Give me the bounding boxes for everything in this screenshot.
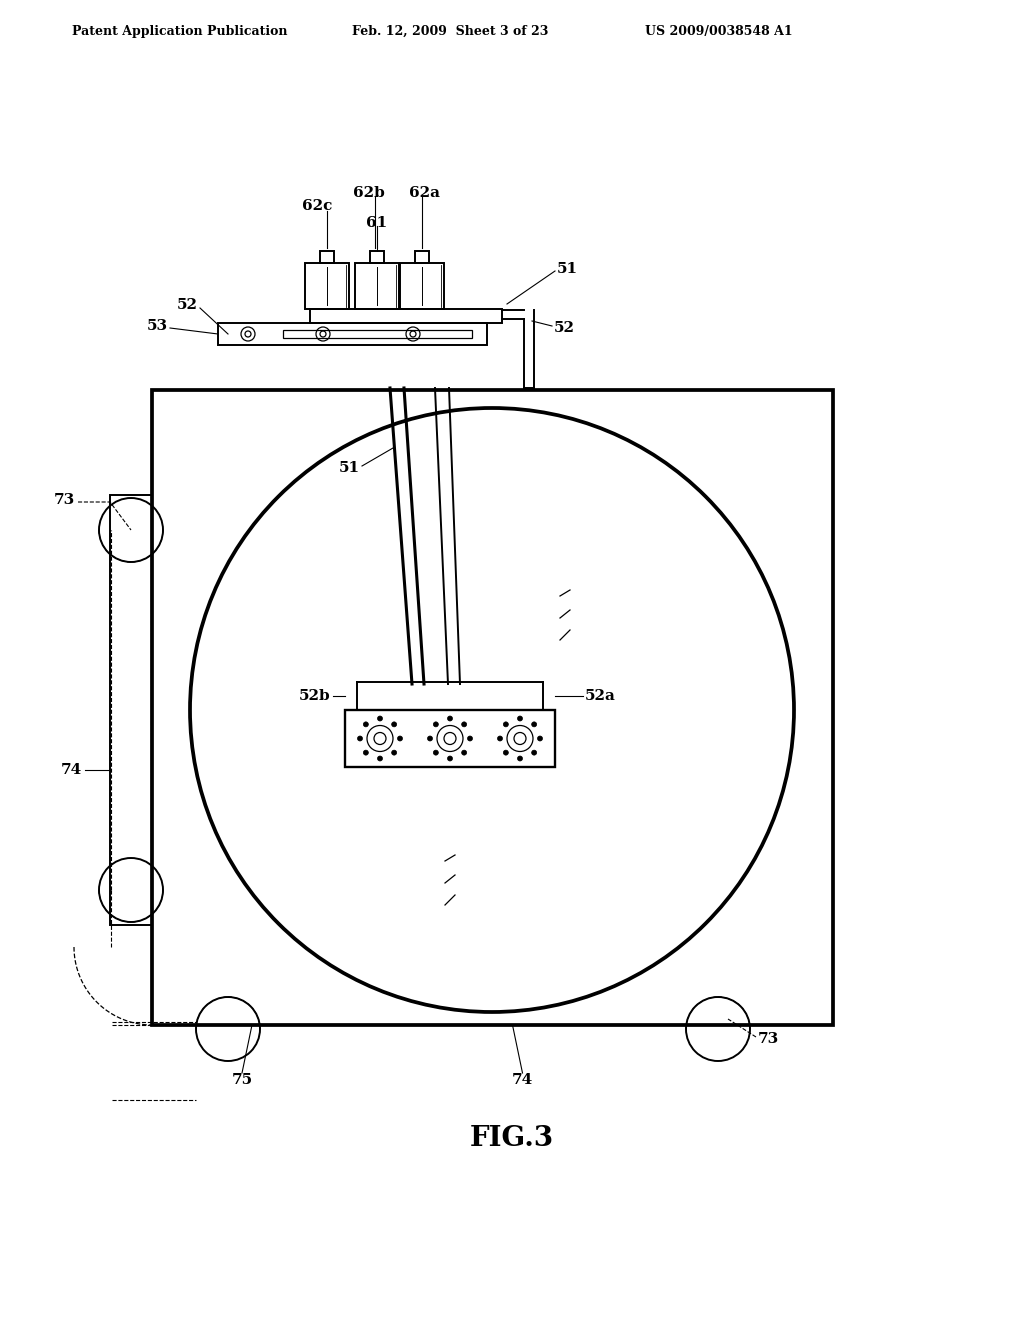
Circle shape xyxy=(498,737,503,741)
Bar xyxy=(400,263,444,309)
Circle shape xyxy=(538,737,543,741)
Text: US 2009/0038548 A1: US 2009/0038548 A1 xyxy=(645,25,793,38)
Circle shape xyxy=(504,750,508,755)
Text: 73: 73 xyxy=(53,492,75,507)
Bar xyxy=(283,330,472,338)
Circle shape xyxy=(427,737,432,741)
Text: 52b: 52b xyxy=(298,689,330,704)
Bar xyxy=(152,389,833,1026)
Text: 51: 51 xyxy=(557,261,579,276)
Circle shape xyxy=(357,737,362,741)
Circle shape xyxy=(378,715,383,721)
Circle shape xyxy=(433,722,438,727)
Circle shape xyxy=(433,750,438,755)
Text: 52: 52 xyxy=(554,321,575,335)
Bar xyxy=(415,251,429,263)
Text: 61: 61 xyxy=(367,216,388,230)
Bar xyxy=(370,251,384,263)
Circle shape xyxy=(447,756,453,762)
Bar xyxy=(310,309,502,323)
Text: 62a: 62a xyxy=(410,186,440,201)
Text: 62b: 62b xyxy=(353,186,385,201)
Circle shape xyxy=(517,756,522,762)
Circle shape xyxy=(447,715,453,721)
Circle shape xyxy=(517,715,522,721)
Text: Feb. 12, 2009  Sheet 3 of 23: Feb. 12, 2009 Sheet 3 of 23 xyxy=(352,25,549,38)
Circle shape xyxy=(378,756,383,762)
Circle shape xyxy=(462,722,467,727)
Text: 51: 51 xyxy=(339,461,360,475)
Circle shape xyxy=(391,750,396,755)
Text: 62c: 62c xyxy=(302,199,332,213)
Bar xyxy=(319,251,334,263)
Text: 75: 75 xyxy=(231,1073,253,1086)
Text: 52a: 52a xyxy=(585,689,615,704)
Bar xyxy=(345,710,555,767)
Text: 52: 52 xyxy=(177,298,198,312)
Bar xyxy=(305,263,349,309)
Bar xyxy=(218,323,487,345)
Circle shape xyxy=(462,750,467,755)
Bar xyxy=(110,495,152,925)
Circle shape xyxy=(391,722,396,727)
Circle shape xyxy=(364,750,369,755)
Text: FIG.3: FIG.3 xyxy=(470,1125,554,1151)
Text: 74: 74 xyxy=(60,763,82,777)
Circle shape xyxy=(468,737,472,741)
Circle shape xyxy=(364,722,369,727)
Circle shape xyxy=(397,737,402,741)
Circle shape xyxy=(531,722,537,727)
Bar xyxy=(355,263,399,309)
Text: 53: 53 xyxy=(146,319,168,333)
Circle shape xyxy=(504,722,508,727)
Text: Patent Application Publication: Patent Application Publication xyxy=(72,25,288,38)
Circle shape xyxy=(531,750,537,755)
Text: 74: 74 xyxy=(512,1073,534,1086)
Text: 73: 73 xyxy=(758,1032,779,1045)
